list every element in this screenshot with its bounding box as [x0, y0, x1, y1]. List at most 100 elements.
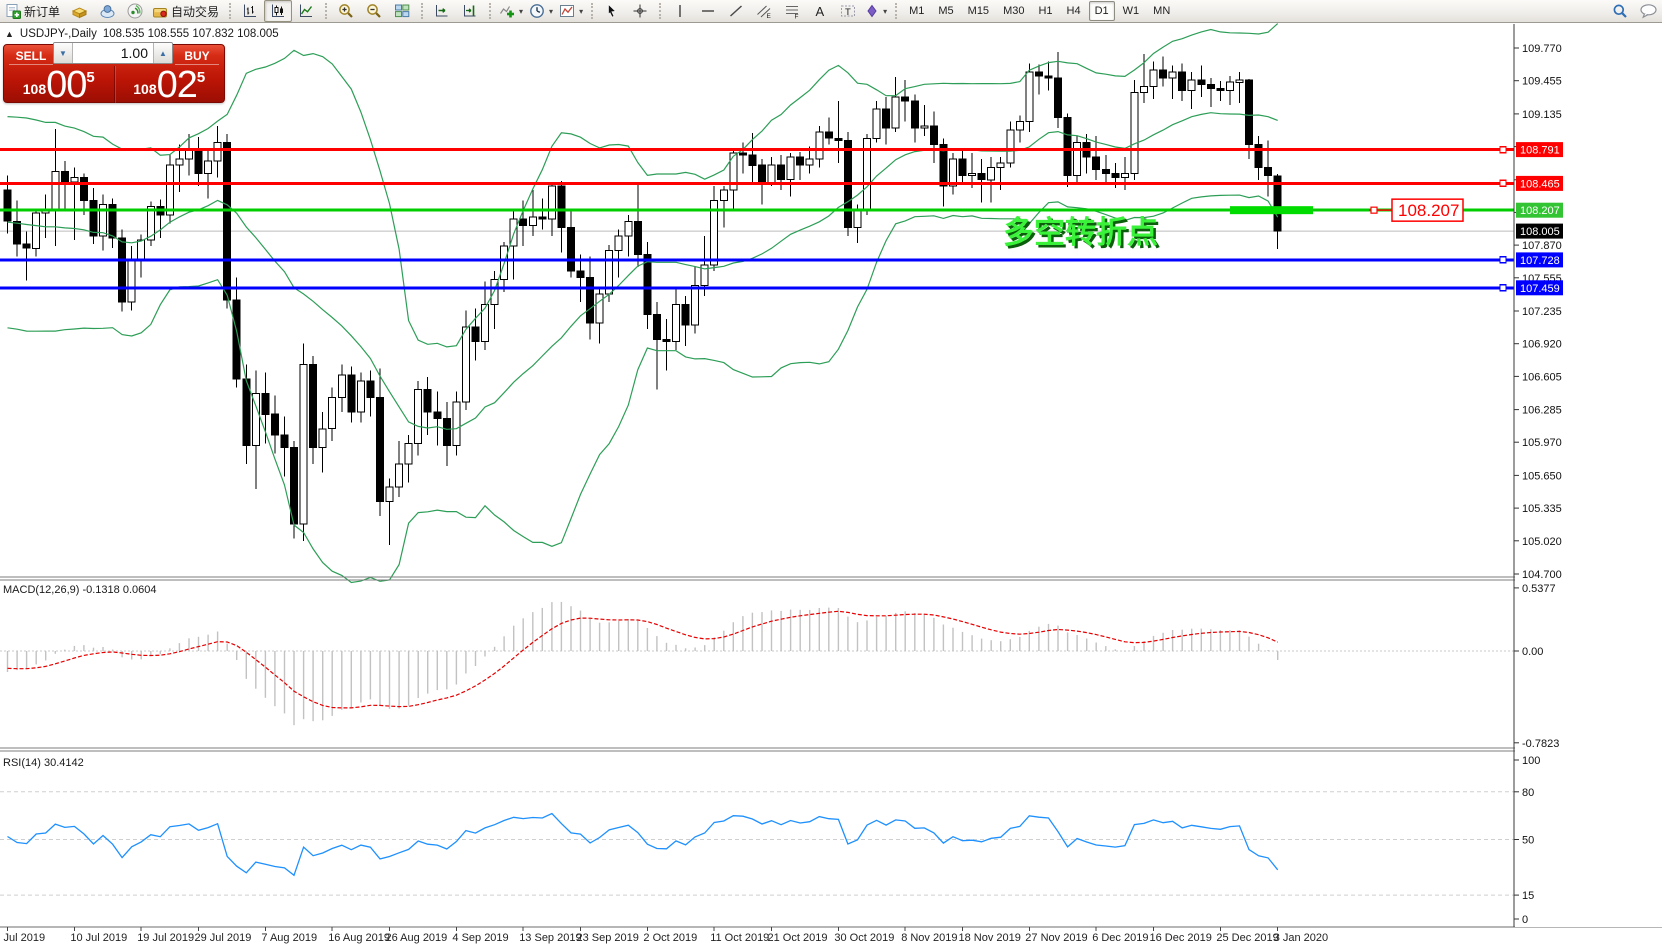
zoom-out-button[interactable]	[360, 0, 388, 22]
crosshair-icon	[632, 3, 648, 19]
timeframe-button-m1[interactable]: M1	[909, 5, 925, 17]
sell-price-button[interactable]: 108 00 5	[4, 64, 115, 106]
candlestick-series	[3, 52, 1282, 545]
autotrading-icon	[152, 3, 168, 19]
svg-text:29 Jul 2019: 29 Jul 2019	[195, 932, 252, 944]
volume-increase-icon[interactable]: ▲	[153, 43, 172, 63]
auto-scroll-button[interactable]	[428, 0, 456, 22]
toolbar-separator	[325, 3, 328, 19]
candle-chart-mode-button[interactable]	[264, 0, 293, 22]
community-button[interactable]	[93, 0, 121, 22]
hline-107.728[interactable]	[0, 256, 1514, 264]
timeframe-button-m15[interactable]: M15	[967, 5, 990, 17]
svg-text:30 Oct 2019: 30 Oct 2019	[834, 932, 894, 944]
horizontal-line-tool-button[interactable]	[694, 0, 722, 22]
chat-button[interactable]	[1634, 0, 1662, 22]
timeframe-button-d1[interactable]: D1	[1088, 1, 1115, 21]
trendline-tool-button[interactable]	[722, 0, 750, 22]
community-icon	[99, 3, 116, 19]
cursor-tool-button[interactable]	[598, 0, 626, 22]
search-button[interactable]	[1606, 0, 1634, 22]
timeframe-button-mn[interactable]: MN	[1153, 5, 1171, 17]
bars-icon	[242, 3, 258, 19]
svg-text:MACD(12,26,9) -0.1318 0.0604: MACD(12,26,9) -0.1318 0.0604	[3, 584, 156, 596]
sell-price-big: 00	[46, 64, 87, 106]
zoom-in-button[interactable]	[332, 0, 360, 22]
tile-windows-button[interactable]	[388, 0, 416, 22]
autotrading-button[interactable]: 自动交易	[149, 0, 224, 22]
chart-title: USDJPY-,Daily	[19, 28, 97, 40]
vertical-line-tool-button[interactable]	[666, 0, 694, 22]
svg-text:19 Jul 2019: 19 Jul 2019	[137, 932, 194, 944]
svg-text:0: 0	[1522, 914, 1528, 926]
candles-icon	[270, 3, 286, 19]
label-icon: T	[840, 3, 856, 19]
rsi-line	[7, 812, 1279, 877]
svg-text:16 Aug 2019: 16 Aug 2019	[328, 932, 390, 944]
equidistant-channel-tool-button[interactable]: E	[750, 0, 778, 22]
chartshift-icon	[462, 3, 478, 19]
timeframe-button-w1[interactable]: W1	[1122, 5, 1140, 17]
svg-text:108.207: 108.207	[1520, 205, 1560, 217]
svg-text:27 Nov 2019: 27 Nov 2019	[1025, 932, 1087, 944]
price-badge-107.459: 107.459	[1516, 280, 1563, 296]
sell-button[interactable]: SELL	[9, 48, 53, 65]
buy-price-prefix: 108	[133, 81, 157, 97]
toolbar-separator	[421, 3, 424, 19]
hline-107.459[interactable]	[0, 284, 1514, 292]
volume-input[interactable]	[73, 43, 153, 63]
new-order-button[interactable]: 新订单	[2, 0, 65, 22]
hline-108.465[interactable]	[0, 179, 1514, 188]
svg-text:RSI(14) 30.4142: RSI(14) 30.4142	[3, 757, 84, 769]
timeframe-bar: M1 M5 M15 M30 H1 H4 D1 W1 MN	[902, 1, 1177, 21]
svg-text:F: F	[795, 14, 799, 20]
bid-ask-display: 108 00 5 108 02 5	[4, 64, 225, 106]
hline-108.791[interactable]	[0, 145, 1514, 154]
panel-collapse-icon[interactable]: ▲	[5, 29, 14, 39]
arrows-tool-button[interactable]	[862, 0, 890, 22]
svg-text:13 Sep 2019: 13 Sep 2019	[519, 932, 581, 944]
price-tag-box[interactable]: 108.207	[1369, 198, 1464, 222]
volume-decrease-icon[interactable]: ▼	[54, 43, 73, 63]
indicators-menu-button[interactable]	[496, 0, 526, 22]
svg-text:105.020: 105.020	[1522, 536, 1562, 548]
bar-chart-mode-button[interactable]	[236, 0, 264, 22]
chart-header: ▲ USDJPY-,Daily 108.535 108.555 107.832 …	[5, 28, 279, 40]
fibonacci-tool-button[interactable]: F	[778, 0, 806, 22]
svg-text:3 Jan 2020: 3 Jan 2020	[1274, 932, 1328, 944]
text-label-tool-button[interactable]: T	[834, 0, 862, 22]
buy-price-big: 02	[156, 64, 198, 106]
buy-price-button[interactable]: 108 02 5	[115, 64, 225, 106]
timeframe-button-m30[interactable]: M30	[1003, 5, 1025, 17]
highlight-trendline-segment[interactable]	[1230, 206, 1313, 215]
macd-histogram	[6, 601, 1279, 726]
metaquotes-market-button[interactable]	[65, 0, 93, 22]
timeframe-button-h4[interactable]: H4	[1066, 5, 1081, 17]
crosshair-tool-button[interactable]	[626, 0, 654, 22]
svg-text:106.285: 106.285	[1522, 405, 1562, 417]
panel-separators[interactable]	[0, 576, 1662, 928]
macd-signal-line	[7, 610, 1278, 709]
periods-menu-button[interactable]	[526, 0, 556, 22]
buy-button[interactable]: BUY	[175, 48, 219, 65]
time-axis[interactable]: Jul 2019 10 Jul 2019 19 Jul 2019 29 Jul …	[4, 927, 1329, 944]
timeframe-button-m5[interactable]: M5	[938, 5, 954, 17]
templates-menu-button[interactable]	[556, 0, 586, 22]
text-tool-button[interactable]: A	[806, 0, 834, 22]
signals-button[interactable]	[121, 0, 149, 22]
bollinger-bands	[7, 23, 1279, 584]
timeframe-button-h1[interactable]: H1	[1038, 5, 1053, 17]
buy-price-sup: 5	[196, 69, 206, 86]
chart-shift-button[interactable]	[456, 0, 484, 22]
line-chart-mode-button[interactable]	[292, 0, 320, 22]
fibo-icon: F	[784, 3, 800, 19]
price-axis[interactable]: 109.770 109.455 109.135 108.820 108.500 …	[1513, 24, 1662, 927]
svg-text:108.005: 108.005	[1520, 226, 1560, 238]
price-badge-108.791: 108.791	[1516, 142, 1563, 158]
svg-text:108.207: 108.207	[1398, 201, 1459, 220]
chinese-annotation[interactable]: 多空转折点 多空转折点	[1003, 215, 1161, 253]
indicator-add-icon	[499, 3, 515, 19]
svg-text:11 Oct 2019: 11 Oct 2019	[710, 932, 769, 944]
svg-text:0.5377: 0.5377	[1522, 583, 1556, 595]
